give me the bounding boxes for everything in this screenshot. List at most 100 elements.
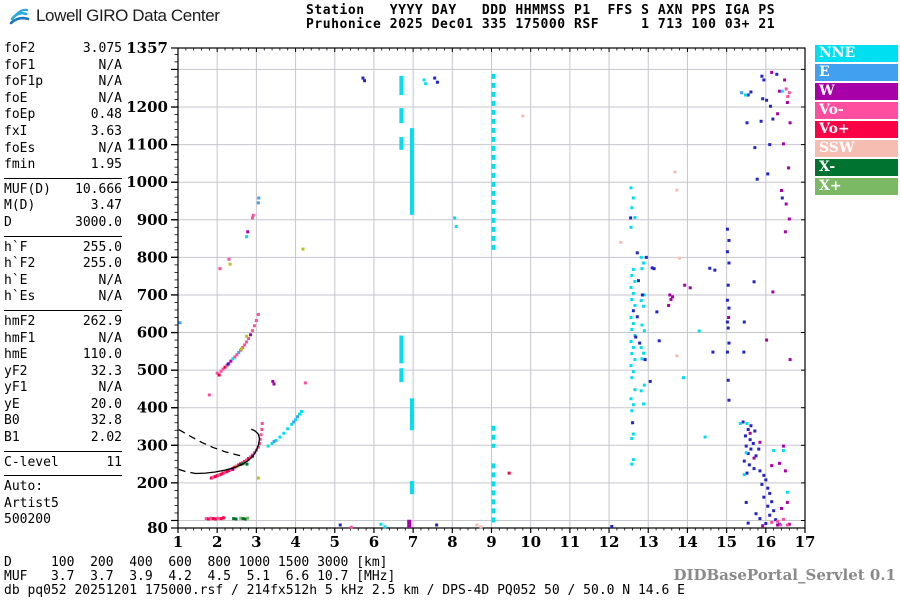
param-value: 32.8 xyxy=(90,413,122,429)
separator xyxy=(4,309,122,311)
svg-text:400: 400 xyxy=(137,399,168,417)
legend-item-SSW: SSW xyxy=(815,140,898,157)
param-value: 3.47 xyxy=(90,198,122,214)
param-row-foE: foE N/A xyxy=(4,91,122,108)
param-row-B0: B0 32.8 xyxy=(4,413,122,430)
param-value: N/A xyxy=(98,272,122,288)
param-label: M(D) xyxy=(4,198,36,214)
param-label: h`Es xyxy=(4,289,36,305)
param-row-MUF(D): MUF(D) 10.666 xyxy=(4,182,122,199)
param-label: foF1p xyxy=(4,74,44,90)
svg-text:2: 2 xyxy=(212,533,222,551)
param-value: N/A xyxy=(98,74,122,90)
svg-text:4: 4 xyxy=(290,533,300,551)
auto-line: 500200 xyxy=(4,512,51,528)
legend-item-W: W xyxy=(815,83,898,100)
parameter-panel: foF2 3.075 foF1 N/A foF1p N/A foE N/A foEp 0.48 fx… xyxy=(4,41,122,529)
svg-text:3: 3 xyxy=(251,533,261,551)
param-label: B1 xyxy=(4,430,20,446)
auto-line: Auto: xyxy=(4,479,44,495)
svg-text:80: 80 xyxy=(147,519,168,537)
auto-line: Artist5 xyxy=(4,495,59,511)
separator xyxy=(4,450,122,452)
param-label: hmF1 xyxy=(4,330,36,346)
svg-text:900: 900 xyxy=(137,211,168,229)
param-label: fxI xyxy=(4,123,28,139)
param-label: hmF2 xyxy=(4,313,36,329)
servlet-version-label: DIDBasePortal_Servlet 0.1 xyxy=(673,566,896,584)
param-value: 1.95 xyxy=(90,157,122,173)
param-row-yE: yE 20.0 xyxy=(4,397,122,414)
param-value: N/A xyxy=(98,330,122,346)
svg-text:800: 800 xyxy=(137,248,168,266)
param-row-h`Es: h`Es N/A xyxy=(4,289,122,306)
param-row-yF1: yF1 N/A xyxy=(4,380,122,397)
svg-text:6: 6 xyxy=(369,533,379,551)
separator xyxy=(4,235,122,237)
autoscaling-block: Auto: Artist5 500200 xyxy=(4,479,122,529)
muf-table: D 100 200 400 600 800 1000 1500 3000 [km… xyxy=(4,555,396,584)
legend-item-Vo+: Vo+ xyxy=(815,121,898,138)
param-row-hmE: hmE 110.0 xyxy=(4,347,122,364)
svg-text:7: 7 xyxy=(408,533,418,551)
giro-logo[interactable]: Lowell GIRO Data Center xyxy=(8,5,220,27)
param-label: yF1 xyxy=(4,380,28,396)
svg-text:1100: 1100 xyxy=(126,136,168,154)
svg-text:600: 600 xyxy=(137,324,168,342)
svg-text:200: 200 xyxy=(137,474,168,492)
param-value: 262.9 xyxy=(82,313,122,329)
svg-text:10: 10 xyxy=(520,533,541,551)
param-row-h`F: h`F 255.0 xyxy=(4,240,122,257)
svg-text:1200: 1200 xyxy=(126,98,168,116)
echo-type-legend: NNE E W Vo- Vo+ SSW X- X+ xyxy=(815,45,898,197)
svg-text:1000: 1000 xyxy=(126,173,168,191)
param-value: N/A xyxy=(98,57,122,73)
giro-wave-icon xyxy=(9,8,30,25)
param-value: N/A xyxy=(98,380,122,396)
param-value: 2.02 xyxy=(90,430,122,446)
param-label: h`F xyxy=(4,239,28,255)
svg-text:14: 14 xyxy=(677,533,698,551)
param-label: h`E xyxy=(4,272,28,288)
param-value: 3.63 xyxy=(90,123,122,139)
param-label: h`F2 xyxy=(4,256,36,272)
param-label: fmin xyxy=(4,157,36,173)
svg-text:16: 16 xyxy=(755,533,776,551)
logo-text: Lowell GIRO Data Center xyxy=(36,6,220,25)
svg-text:5: 5 xyxy=(330,533,340,551)
param-label: C-level xyxy=(4,454,59,470)
param-label: yE xyxy=(4,396,20,412)
param-value: 10.666 xyxy=(75,181,122,197)
separator xyxy=(4,475,122,477)
param-value: 3000.0 xyxy=(75,214,122,230)
param-label: hmE xyxy=(4,347,28,363)
param-label: foEs xyxy=(4,140,36,156)
param-value: N/A xyxy=(98,90,122,106)
param-value: 3.075 xyxy=(82,41,122,56)
legend-item-X+: X+ xyxy=(815,178,898,195)
param-label: foEp xyxy=(4,107,36,123)
param-value: 11 xyxy=(106,454,122,470)
footer-record-info: db pq052 20251201 175000.rsf / 214fx512h… xyxy=(4,583,685,598)
param-row-fxI: fxI 3.63 xyxy=(4,124,122,141)
param-label: MUF(D) xyxy=(4,181,51,197)
legend-item-E: E xyxy=(815,64,898,81)
header-line1: Station YYYY DAY DDD HHMMSS P1 FFS S AXN… xyxy=(306,3,776,18)
param-row-h`E: h`E N/A xyxy=(4,273,122,290)
legend-item-X-: X- xyxy=(815,159,898,176)
param-label: foF1 xyxy=(4,57,36,73)
svg-text:500: 500 xyxy=(137,361,168,379)
param-value: 255.0 xyxy=(82,239,122,255)
param-value: N/A xyxy=(98,289,122,305)
param-row-foEp: foEp 0.48 xyxy=(4,107,122,124)
param-row-B1: B1 2.02 xyxy=(4,430,122,447)
param-value: 255.0 xyxy=(82,256,122,272)
svg-text:700: 700 xyxy=(137,286,168,304)
param-value: 110.0 xyxy=(82,347,122,363)
param-row-foF2: foF2 3.075 xyxy=(4,41,122,58)
svg-text:11: 11 xyxy=(559,533,580,551)
param-label: foE xyxy=(4,90,28,106)
svg-text:9: 9 xyxy=(486,533,496,551)
param-row-hmF2: hmF2 262.9 xyxy=(4,314,122,331)
